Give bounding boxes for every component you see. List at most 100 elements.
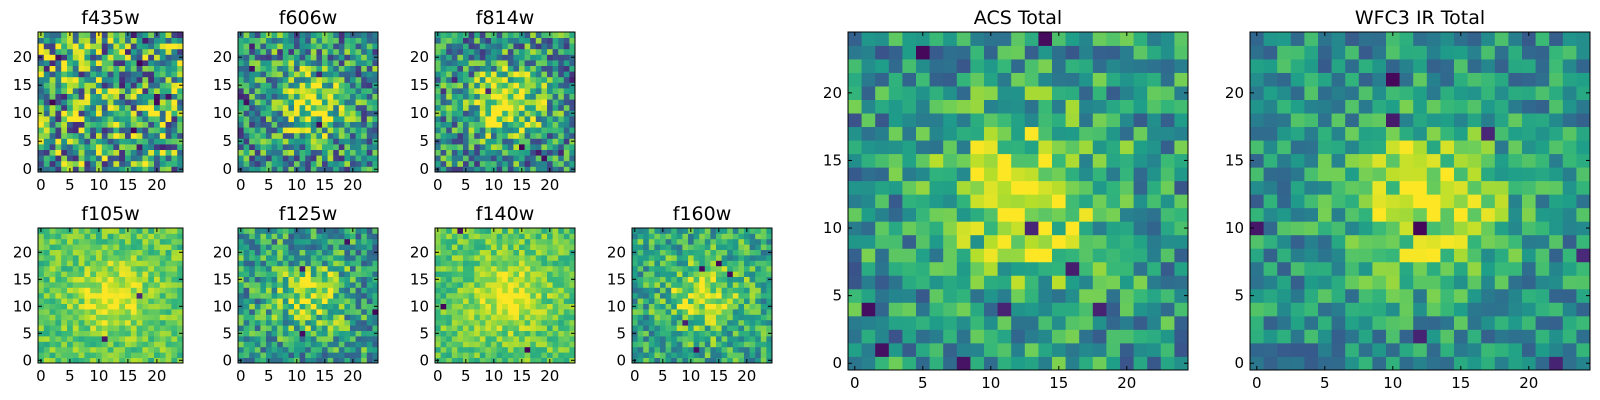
heatmap-cell <box>277 43 284 50</box>
heatmap-cell <box>665 276 672 283</box>
heatmap-cell <box>530 88 537 94</box>
heatmap-cell <box>333 276 340 283</box>
heatmap-cell <box>305 325 312 331</box>
heatmap-cell <box>277 346 284 353</box>
heatmap-cell <box>552 166 559 173</box>
heatmap-cell <box>760 228 767 234</box>
heatmap-cell <box>282 132 289 139</box>
heatmap-cell <box>547 104 553 111</box>
heatmap-cell <box>463 99 469 106</box>
heatmap-cell <box>699 292 706 299</box>
heatmap-cell <box>1160 288 1175 303</box>
heatmap-cell <box>943 329 958 344</box>
heatmap-cell <box>78 314 85 321</box>
heatmap-cell <box>288 319 295 326</box>
heatmap-cell <box>316 144 323 150</box>
heatmap-cell <box>101 48 108 55</box>
heatmap-cell <box>154 330 161 337</box>
heatmap-cell <box>125 287 132 294</box>
heatmap-cell <box>372 43 379 50</box>
heatmap-cell <box>107 271 114 277</box>
heatmap-cell <box>1065 194 1080 209</box>
heatmap-cell <box>485 93 492 100</box>
heatmap-cell <box>902 194 917 209</box>
heatmap-cell <box>760 244 767 250</box>
heatmap-cell <box>333 65 340 72</box>
heatmap-cell <box>457 287 464 294</box>
heatmap-cell <box>468 155 475 162</box>
heatmap-cell <box>671 309 678 315</box>
heatmap-cell <box>119 104 126 111</box>
heatmap-cell <box>136 341 143 348</box>
heatmap-cell <box>101 132 108 139</box>
heatmap-cell <box>716 309 722 315</box>
heatmap-cell <box>446 43 453 50</box>
heatmap-cell <box>72 330 79 337</box>
heatmap-cell <box>277 76 284 83</box>
heatmap-cell <box>171 287 178 294</box>
heatmap-cell <box>984 356 998 371</box>
heatmap-cell <box>710 325 717 331</box>
heatmap-cell <box>451 287 458 294</box>
heatmap-cell <box>519 238 525 245</box>
heatmap-cell <box>727 336 734 342</box>
heatmap-cell <box>299 319 306 326</box>
heatmap-cell <box>541 65 548 72</box>
heatmap-cell <box>43 309 50 315</box>
heatmap-cell <box>101 238 108 245</box>
heatmap-cell <box>671 228 678 234</box>
heatmap-cell <box>535 233 542 240</box>
heatmap-cell <box>338 238 345 245</box>
heatmap-cell <box>288 233 295 240</box>
heatmap-cell <box>55 336 62 342</box>
heatmap-cell <box>558 244 565 250</box>
heatmap-cell <box>1133 261 1148 276</box>
heatmap-cell <box>61 160 68 167</box>
heatmap-cell <box>984 261 998 276</box>
heatmap-cell <box>502 287 509 294</box>
heatmap-cell <box>327 166 334 173</box>
heatmap-cell <box>38 93 45 100</box>
heatmap-cell <box>744 271 750 277</box>
heatmap-cell <box>372 292 379 299</box>
heatmap-cell <box>457 346 464 353</box>
heatmap-cell <box>699 325 706 331</box>
heatmap-cell <box>513 233 520 240</box>
heatmap-cell <box>113 233 120 240</box>
heatmap-cell <box>84 260 91 267</box>
heatmap-cell <box>654 238 661 245</box>
heatmap-cell <box>760 238 767 245</box>
heatmap-cell <box>502 155 509 162</box>
heatmap-cell <box>530 298 537 304</box>
heatmap-cell <box>530 110 537 117</box>
heatmap-cell <box>704 298 711 304</box>
heatmap-cell <box>643 233 650 240</box>
heatmap-cell <box>294 76 300 83</box>
heatmap-cell <box>327 336 334 342</box>
heatmap-cell <box>366 228 373 234</box>
heatmap-cell <box>266 132 272 139</box>
heatmap-cell <box>260 228 267 234</box>
heatmap-cell <box>72 37 79 44</box>
heatmap-cell <box>107 54 114 61</box>
heatmap-cell <box>366 121 373 128</box>
heatmap-cell <box>243 82 250 89</box>
heatmap-cell <box>338 76 345 83</box>
heatmap-cell <box>1106 329 1121 344</box>
heatmap-cell <box>154 127 161 134</box>
heatmap-cell <box>136 132 143 139</box>
heatmap-cell <box>749 292 756 299</box>
heatmap-cell <box>513 155 520 162</box>
heatmap-cell <box>710 249 717 256</box>
heatmap-cell <box>479 298 486 304</box>
heatmap-cell <box>463 325 469 331</box>
heatmap-cell <box>547 265 553 272</box>
heatmap-cell <box>372 121 379 128</box>
heatmap-cell <box>530 282 537 288</box>
heatmap-cell <box>755 341 762 348</box>
heatmap-cell <box>727 249 734 256</box>
heatmap-cell <box>755 244 762 250</box>
heatmap-cell <box>755 330 762 337</box>
heatmap-cell <box>496 319 503 326</box>
heatmap-cell <box>327 287 334 294</box>
